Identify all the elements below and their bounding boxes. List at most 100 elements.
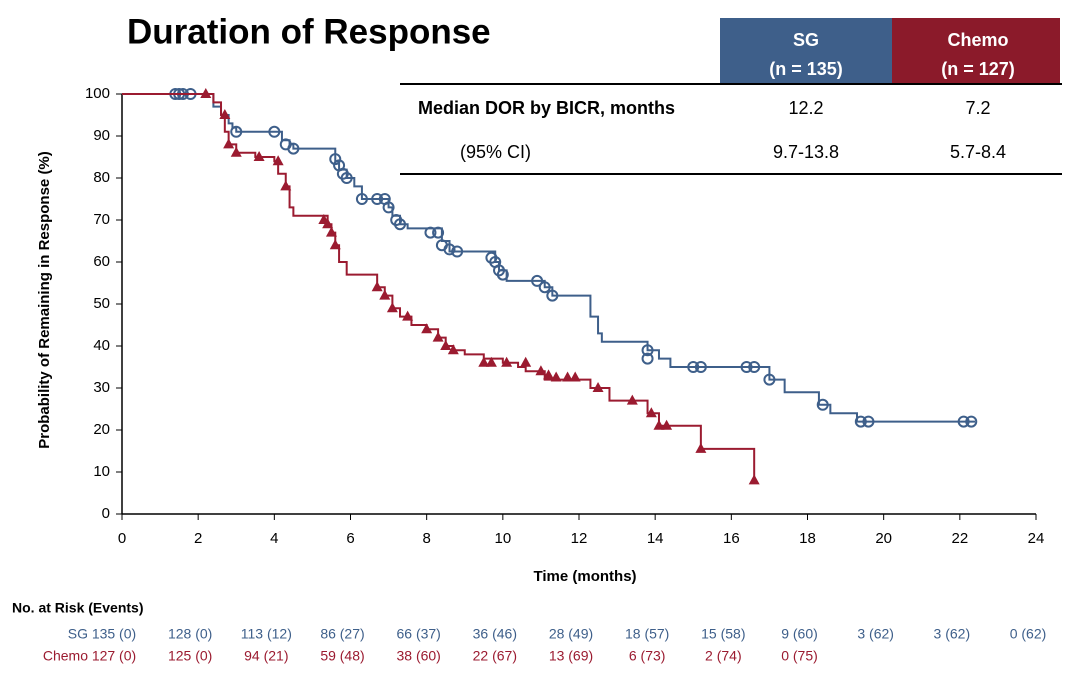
censor-mark [661, 419, 673, 430]
censor-mark [957, 415, 970, 428]
censor-mark [485, 356, 497, 367]
risk-cell: 18 (57) [625, 626, 669, 642]
censor-mark [641, 352, 654, 365]
y-tick-label: 90 [93, 127, 110, 144]
censor-mark [329, 153, 342, 166]
censor-mark [535, 365, 547, 376]
censor-mark [371, 281, 383, 292]
risk-title: No. at Risk (Events) [12, 600, 143, 616]
censor-mark [219, 109, 231, 119]
x-tick-label: 22 [951, 530, 968, 547]
censor-mark [478, 356, 490, 367]
censor-mark [641, 344, 654, 357]
y-axis-label: Probability of Remaining in Response (%) [36, 151, 53, 449]
censor-mark [626, 394, 638, 405]
y-tick-label: 60 [93, 253, 110, 270]
censor-mark [562, 371, 574, 382]
risk-cell: 66 (37) [396, 626, 440, 642]
risk-cell: 128 (0) [168, 626, 212, 642]
censor-mark [287, 142, 300, 155]
risk-cell: 38 (60) [396, 648, 440, 664]
risk-cell: 28 (49) [549, 626, 593, 642]
censor-mark [543, 369, 555, 380]
chart-title: Duration of Response [127, 12, 491, 51]
censor-mark [501, 356, 513, 367]
censor-mark [443, 243, 456, 256]
censor-mark [421, 323, 433, 334]
censor-mark [223, 138, 235, 149]
censor-mark [748, 474, 760, 485]
censor-mark [253, 151, 265, 161]
y-tick-label: 0 [102, 505, 110, 522]
censor-mark [645, 407, 657, 418]
risk-cell: 36 (46) [473, 626, 517, 642]
table-cell: 7.2 [965, 98, 990, 118]
table-cell: (95% CI) [460, 142, 531, 162]
y-tick-label: 40 [93, 337, 110, 354]
censor-mark [230, 146, 242, 157]
censor-mark [325, 226, 337, 237]
y-tick-label: 50 [93, 295, 110, 312]
risk-cell: 127 (0) [92, 648, 136, 664]
censor-mark [280, 180, 292, 191]
censor-mark [329, 239, 341, 250]
risk-cell: 113 (12) [241, 626, 292, 642]
risk-cell: 6 (73) [629, 648, 666, 664]
censor-mark [371, 193, 384, 205]
censor-mark [496, 268, 509, 281]
censor-mark [272, 155, 284, 166]
x-tick-label: 18 [799, 530, 816, 547]
x-axis-label: Time (months) [533, 568, 636, 585]
censor-mark [340, 172, 353, 184]
risk-cell: 59 (48) [320, 648, 364, 664]
x-tick-label: 4 [270, 530, 278, 547]
censor-mark [862, 415, 875, 428]
x-tick-label: 8 [422, 530, 430, 547]
x-tick-label: 12 [571, 530, 588, 547]
table-cell: Median DOR by BICR, months [418, 98, 675, 118]
x-tick-label: 20 [875, 530, 892, 547]
censor-mark [687, 361, 700, 373]
y-tick-label: 30 [93, 379, 110, 396]
y-tick-label: 80 [93, 169, 110, 186]
censor-mark [322, 218, 334, 229]
risk-cell: 22 (67) [473, 648, 517, 664]
table-header: Chemo [947, 30, 1008, 50]
censor-mark [592, 382, 604, 392]
table-header: SG [793, 30, 819, 50]
censor-mark [748, 361, 761, 373]
risk-cell: 94 (21) [244, 648, 288, 664]
risk-cell: 135 (0) [92, 626, 136, 642]
censor-mark [694, 361, 707, 373]
censor-mark [816, 398, 829, 411]
y-tick-label: 20 [93, 421, 110, 438]
censor-mark [740, 361, 753, 373]
censor-mark [402, 310, 414, 321]
censor-mark [382, 201, 395, 214]
censor-mark [355, 193, 368, 205]
risk-row-label: SG [68, 626, 88, 642]
censor-mark [538, 281, 551, 294]
censor-mark [531, 274, 544, 287]
risk-cell: 0 (75) [781, 648, 818, 664]
x-tick-label: 10 [494, 530, 511, 547]
censor-mark [520, 356, 532, 367]
censor-mark [546, 289, 559, 302]
x-tick-label: 24 [1028, 530, 1045, 547]
x-tick-label: 0 [118, 530, 126, 547]
risk-cell: 13 (69) [549, 648, 593, 664]
table-header: (n = 127) [941, 59, 1015, 79]
censor-mark [432, 226, 445, 239]
y-tick-label: 100 [85, 85, 110, 102]
y-tick-label: 10 [93, 463, 110, 480]
y-tick-label: 70 [93, 211, 110, 228]
censor-mark [569, 371, 581, 382]
censor-mark [653, 419, 665, 430]
sg-header-box [720, 18, 892, 83]
censor-mark [424, 226, 437, 239]
censor-mark [379, 289, 391, 300]
x-tick-label: 6 [346, 530, 354, 547]
censor-mark [432, 331, 444, 342]
censor-mark [854, 415, 867, 428]
chemo-header-box [892, 18, 1060, 83]
